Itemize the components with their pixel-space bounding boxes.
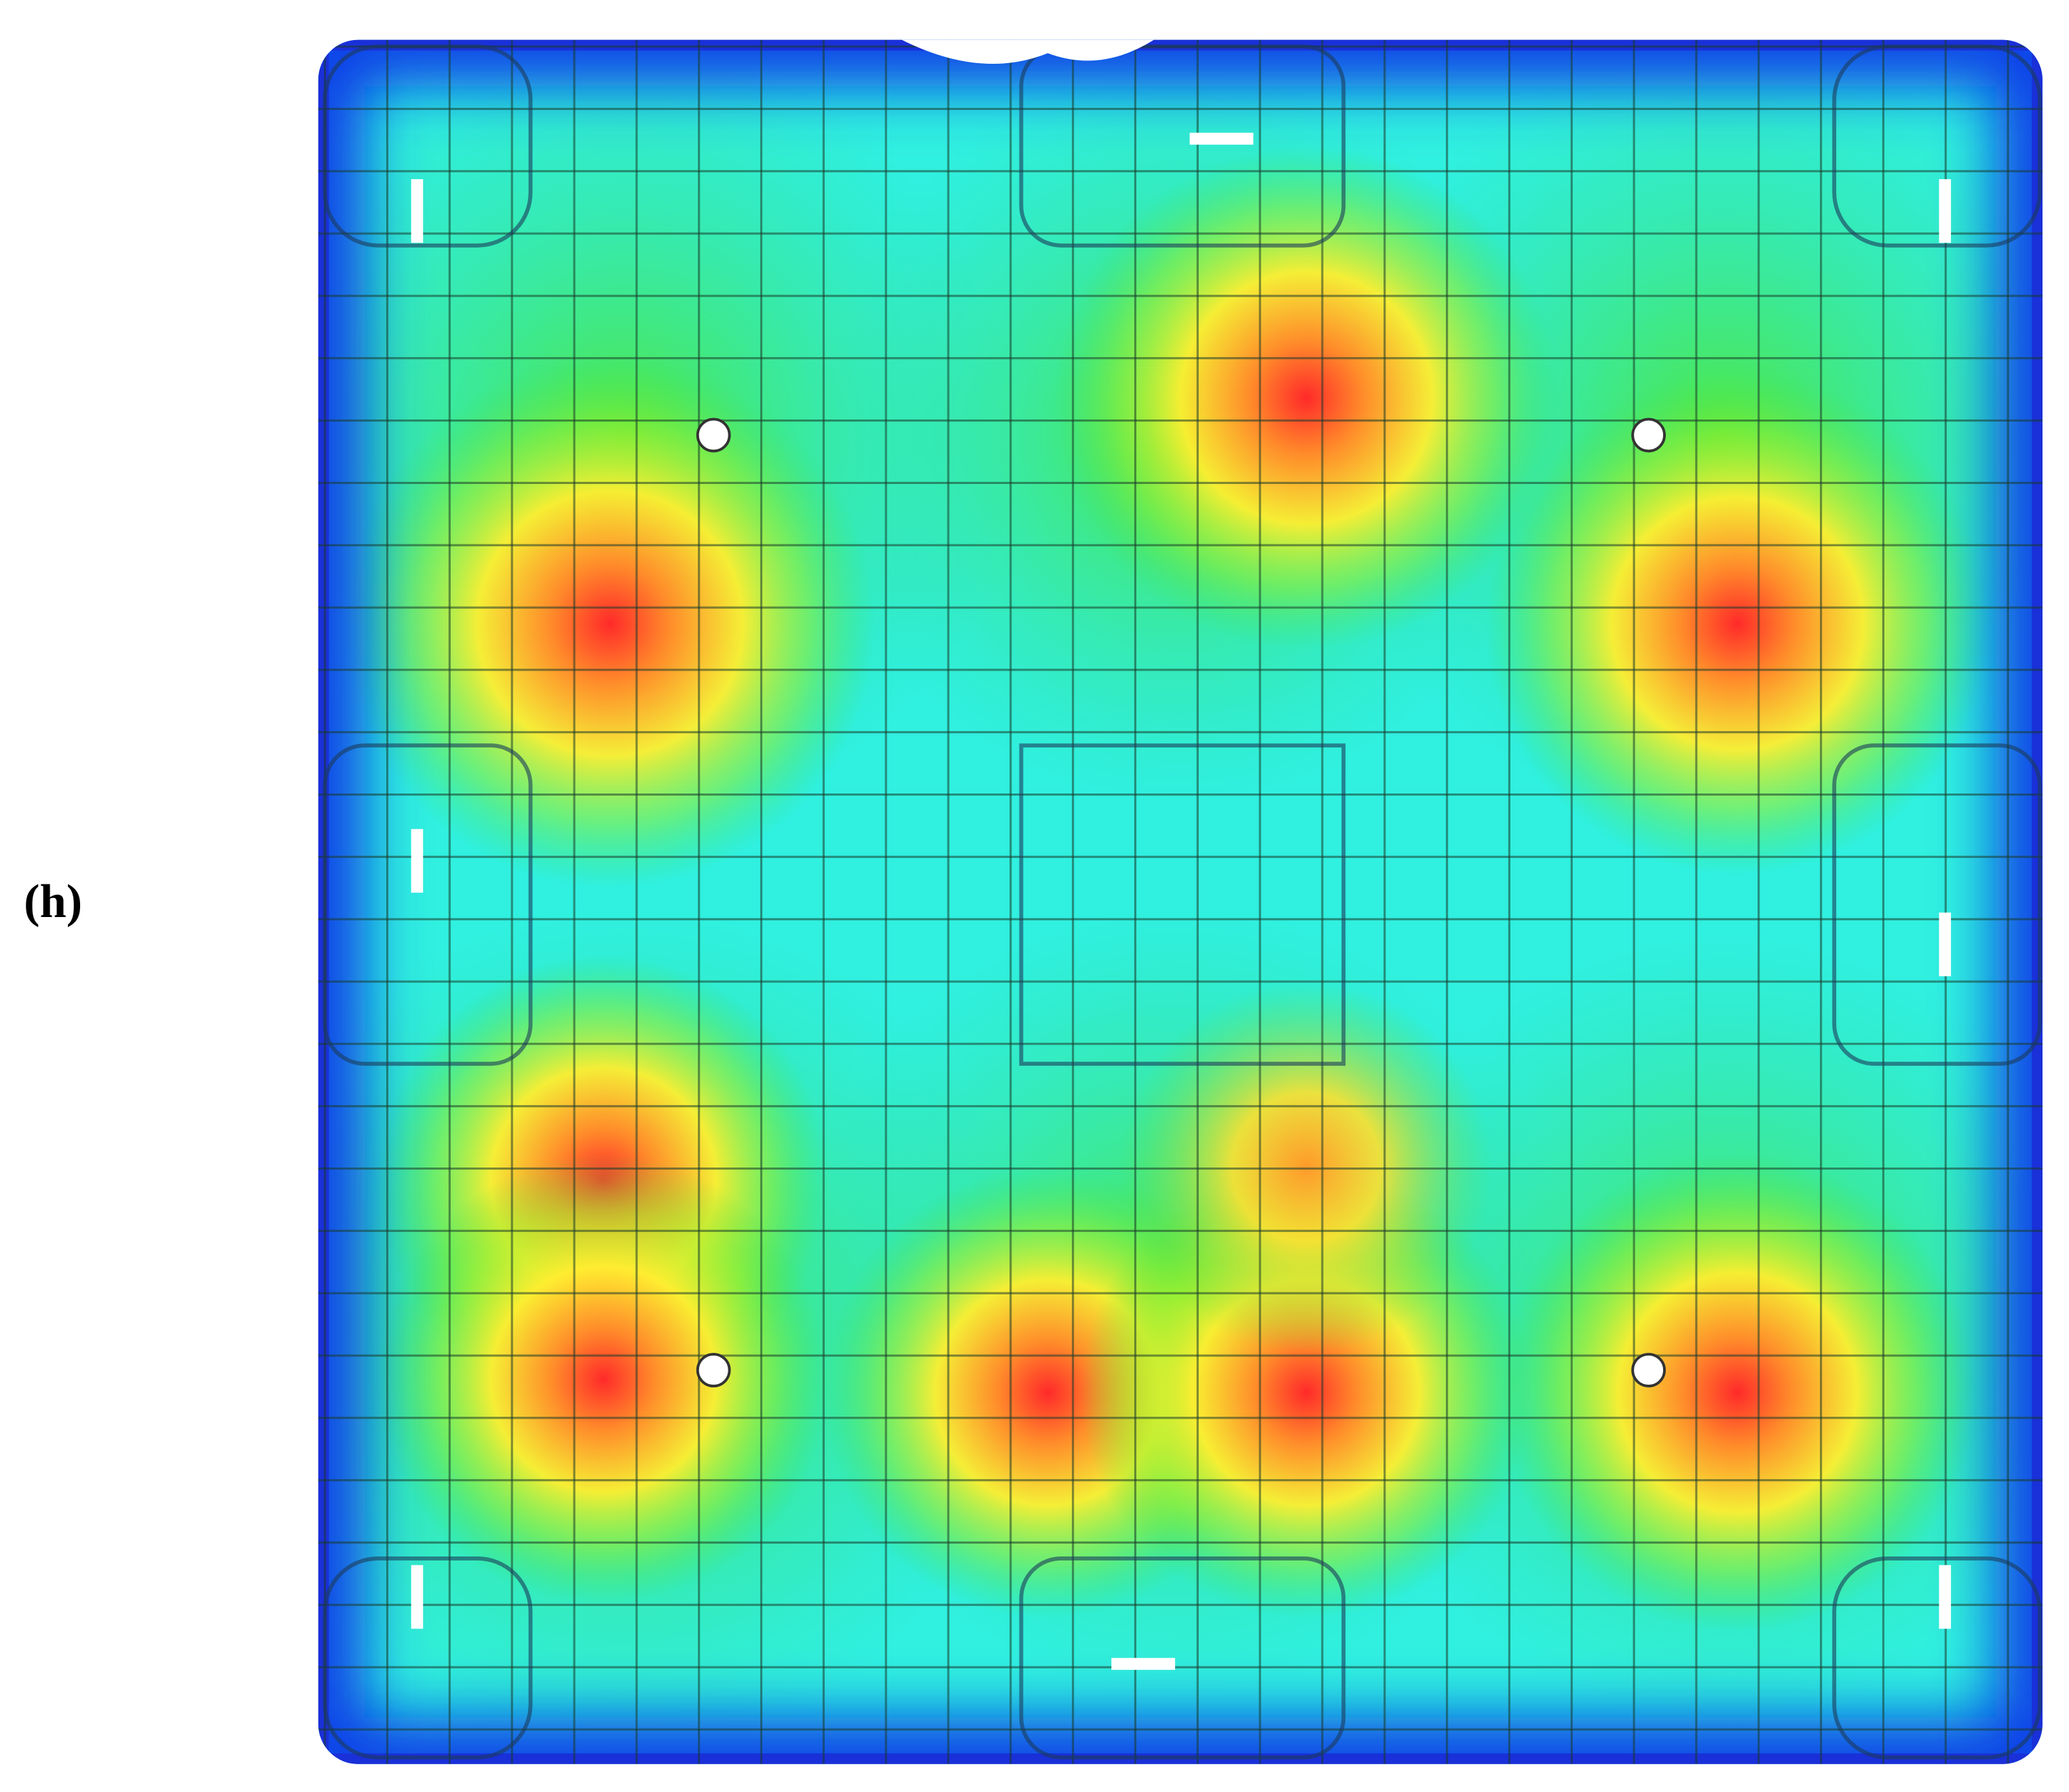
hot-zone xyxy=(1498,1154,1977,1632)
slots xyxy=(411,132,1952,1670)
ribs xyxy=(318,39,2043,1764)
holes xyxy=(696,417,1666,1387)
hot-zone xyxy=(1485,371,1990,876)
field xyxy=(318,39,2043,1751)
hot-zone xyxy=(1054,146,1559,650)
hot-zone xyxy=(377,1154,830,1605)
notch xyxy=(901,39,1154,64)
blocks xyxy=(322,44,2042,1759)
hot-zone xyxy=(345,358,876,889)
plate xyxy=(318,39,2043,1764)
warm-zone xyxy=(1121,982,1493,1354)
panel-label: (h) xyxy=(24,875,82,928)
